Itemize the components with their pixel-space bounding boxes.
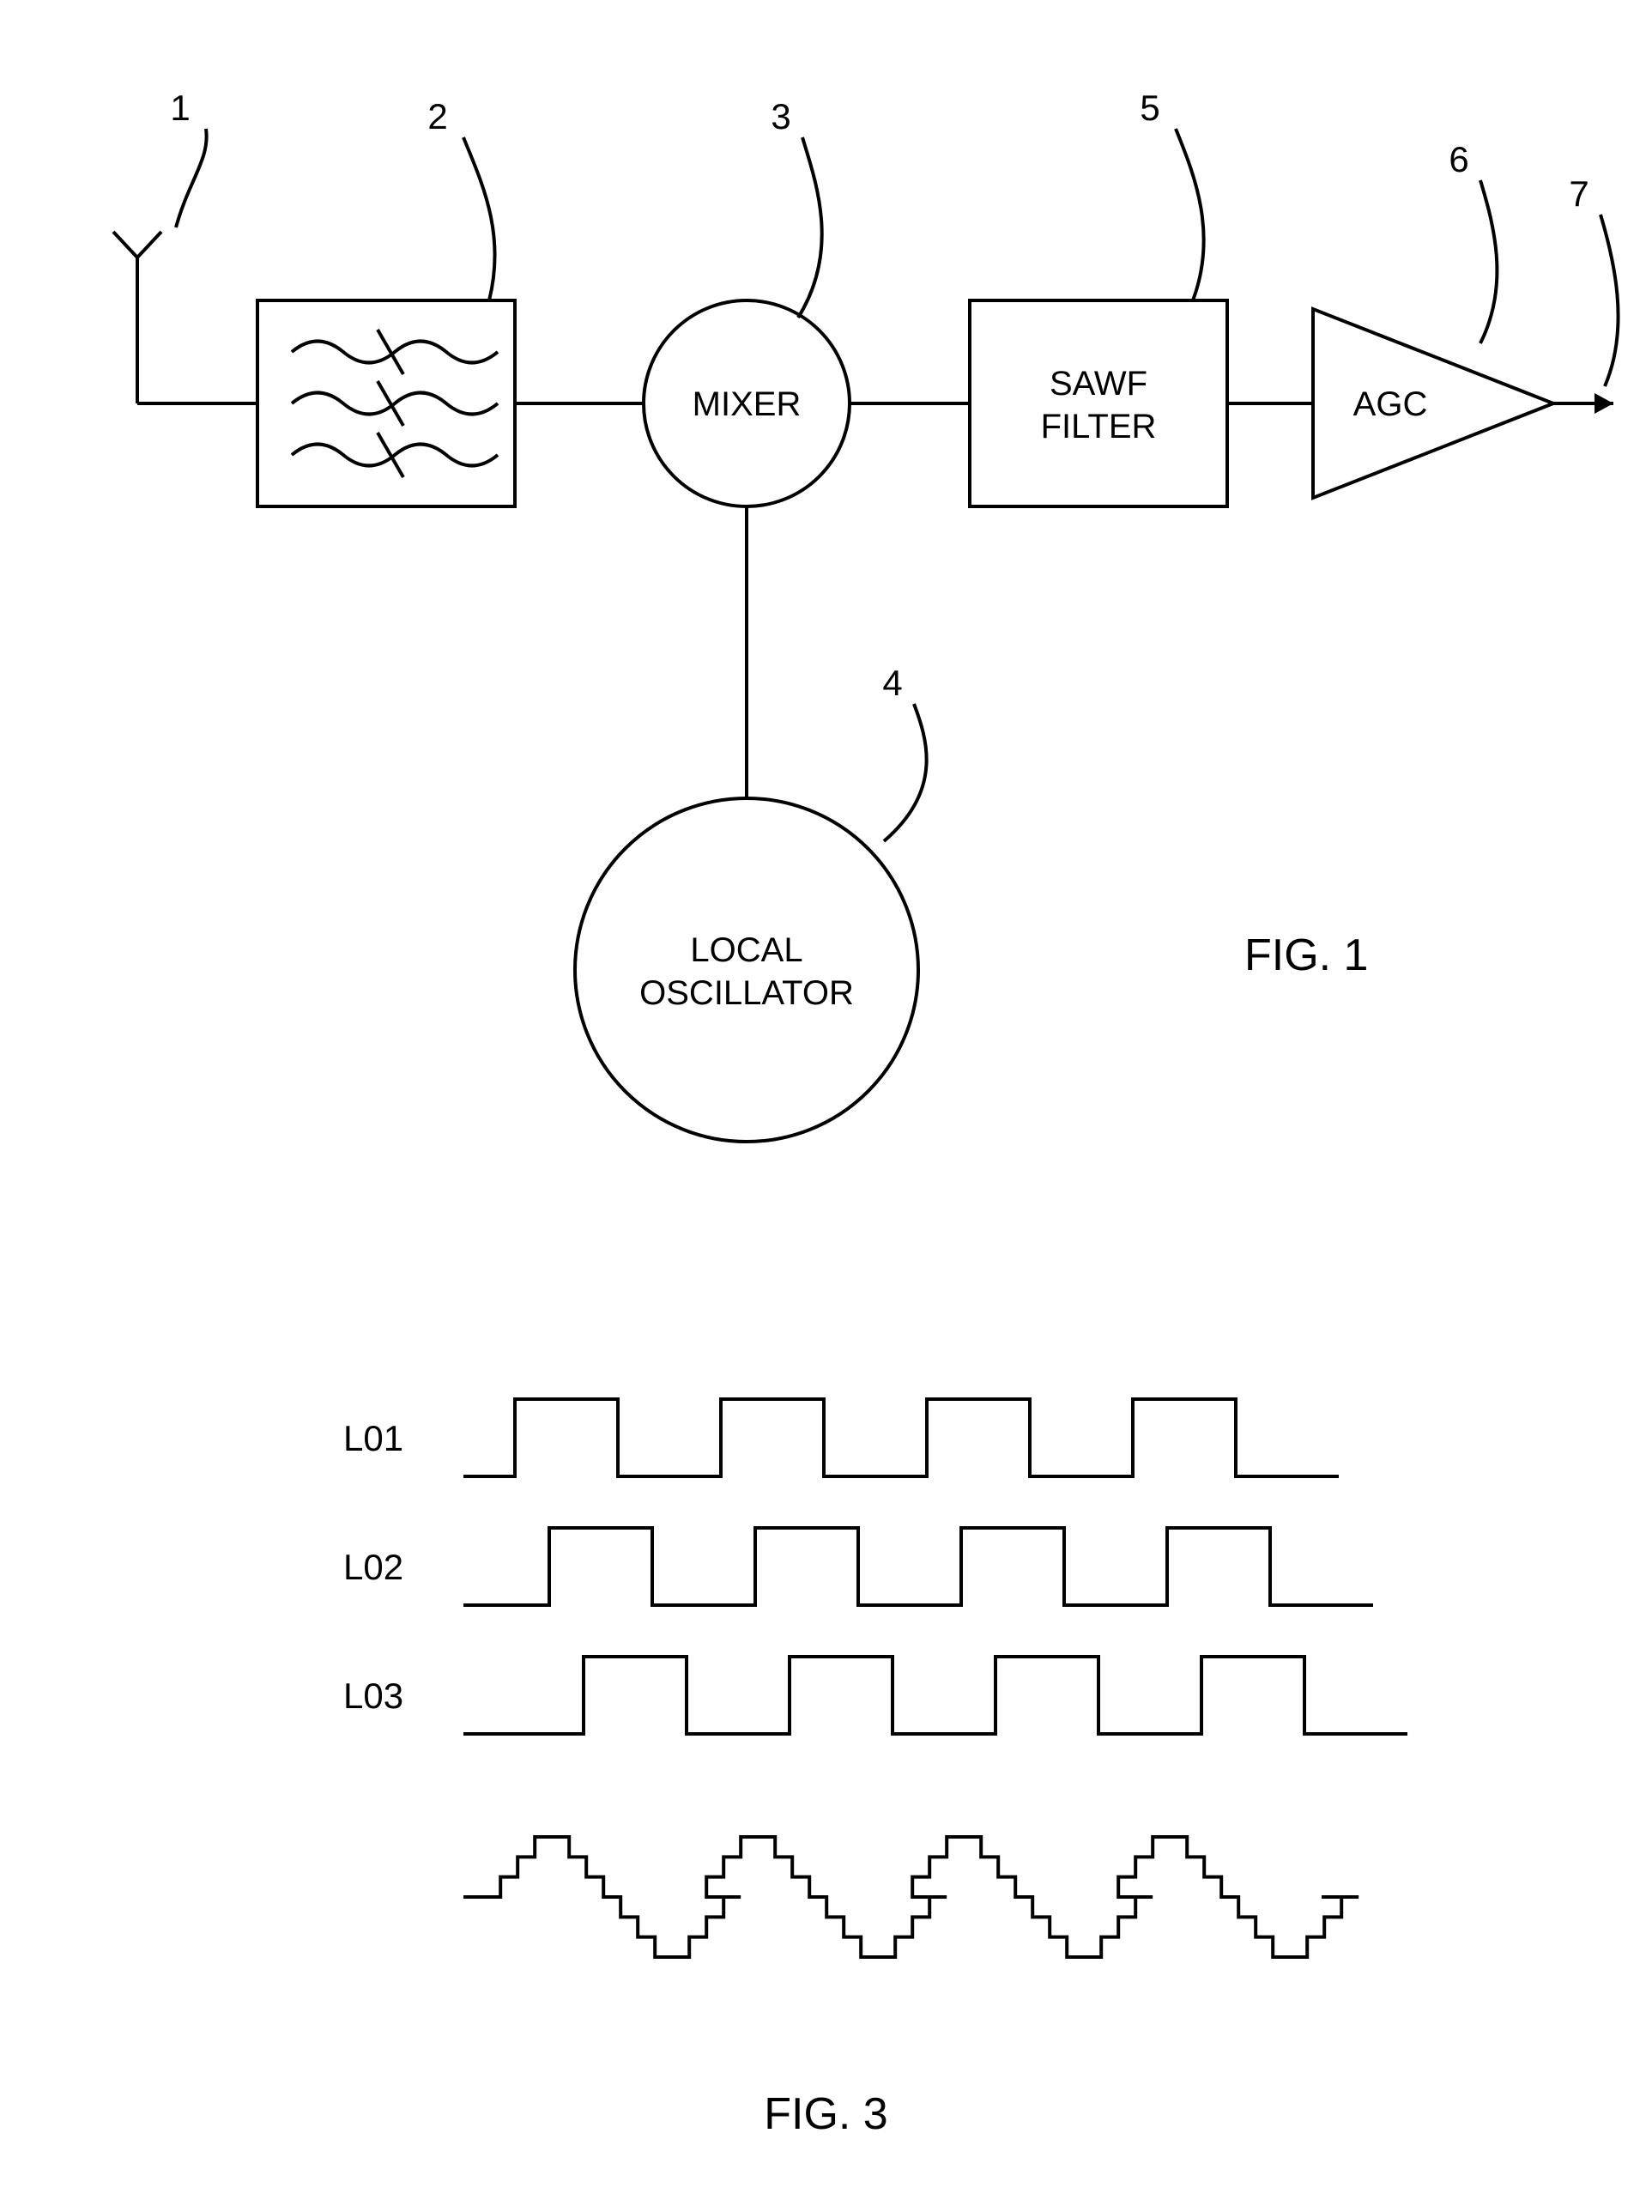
sawf-label-2: FILTER: [1041, 408, 1157, 445]
tunable-filter-block: [257, 300, 515, 506]
waveform-L02: [463, 1528, 1373, 1605]
callout-3: 3: [771, 96, 790, 136]
agc-label: AGC: [1353, 385, 1428, 423]
mixer-label: MIXER: [693, 385, 802, 423]
label-L01: L01: [343, 1418, 403, 1458]
fig3-title: FIG. 3: [764, 2089, 887, 2139]
filter-slash-0: [378, 330, 403, 374]
callout-7: 7: [1569, 173, 1588, 214]
callout-2-leader: [463, 137, 495, 300]
callout-4-leader: [884, 704, 927, 841]
callout-5-leader: [1176, 129, 1204, 300]
sawf-filter-block: [970, 300, 1227, 506]
label-L03: L03: [343, 1676, 403, 1716]
callout-3-leader: [798, 137, 822, 318]
lo-label-2: OSCILLATOR: [639, 974, 854, 1012]
lo-label-1: LOCAL: [690, 931, 802, 969]
arrowhead-output: [1595, 393, 1613, 414]
callout-7-leader: [1601, 215, 1619, 386]
local-oscillator-block: [575, 798, 918, 1142]
agc-block: [1313, 309, 1553, 498]
fig1-title: FIG. 1: [1244, 930, 1368, 980]
sawf-label-1: SAWF: [1050, 365, 1147, 403]
callout-2: 2: [427, 96, 447, 136]
waveform-L01: [463, 1399, 1339, 1476]
antenna-arm-left: [113, 232, 137, 258]
callout-5: 5: [1140, 88, 1159, 128]
label-L02: L02: [343, 1547, 403, 1587]
callout-1: 1: [170, 88, 190, 128]
waveform-L03: [463, 1657, 1407, 1734]
filter-slash-2: [378, 433, 403, 477]
callout-6-leader: [1480, 180, 1497, 343]
callout-6: 6: [1449, 139, 1468, 179]
waveform-sum-staircase: [463, 1837, 1359, 1957]
filter-slash-1: [378, 381, 403, 426]
callout-4: 4: [882, 663, 902, 703]
callout-1-leader: [176, 129, 207, 227]
antenna-arm-right: [137, 232, 161, 258]
